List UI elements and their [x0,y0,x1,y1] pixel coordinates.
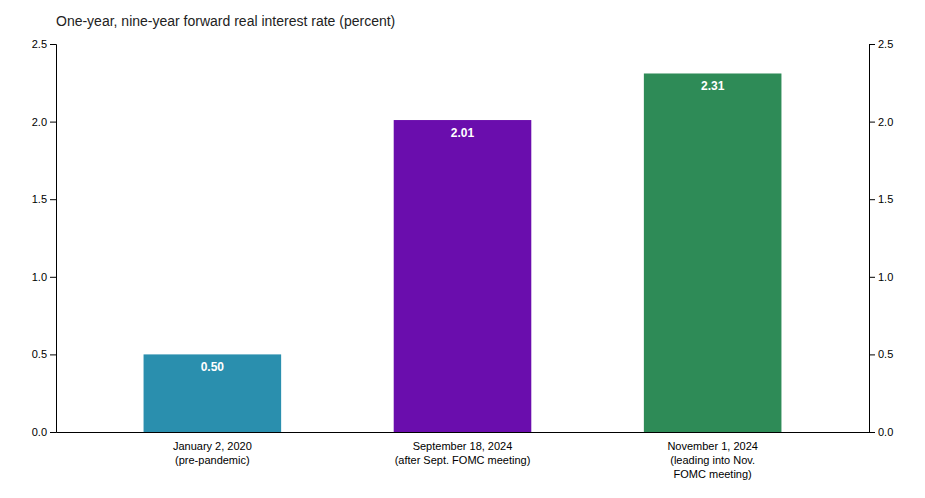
y2-tick: 1.0 [869,271,893,283]
y-tick: 0.0 [32,426,56,438]
x-axis-line [57,432,870,433]
y-axis-line [50,45,57,433]
x-tick: September 18, 2024(after Sept. FOMC meet… [395,440,531,466]
y-axis: 0.0 0.5 1.0 1.5 2.0 2.5 [32,38,57,438]
title: One-year, nine-year forward real interes… [56,13,395,29]
y-tick: 1.0 [32,271,56,283]
y2-axis: 0.0 0.5 1.0 1.5 2.0 2.5 [869,38,893,438]
y-tick-mark [50,199,56,200]
y2-tick-mark [869,432,875,433]
x-tick: January 2, 2020(pre-pandemic) [173,440,252,466]
y2-tick-label: 2.5 [878,38,893,50]
y2-tick-label: 0.0 [878,426,893,438]
plot-area: 0.0 0.5 1.0 1.5 2.0 2.5 0.0 0.5 1.0 1.5 2.0 2.5 Janu… [32,38,894,480]
data-labels: 0.50 2.01 2.31 [201,79,725,374]
bars [144,73,782,432]
y2-tick-label: 1.0 [878,271,893,283]
y-tick-mark [50,432,56,433]
y2-tick: 2.5 [869,38,893,50]
y2-tick-mark [869,122,875,123]
y-tick-mark [50,277,56,278]
bar [644,73,782,432]
y2-tick: 1.5 [869,193,893,205]
y2-tick-mark [869,354,875,355]
x-tick-label: January 2, 2020(pre-pandemic) [173,440,252,466]
y2-axis-line [870,45,876,433]
y2-tick-mark [869,277,875,278]
y-tick-label: 2.5 [32,38,47,50]
y-tick: 2.5 [32,38,56,50]
y2-tick: 0.0 [869,426,893,438]
y2-tick: 0.5 [869,348,893,360]
x-tick-label: September 18, 2024(after Sept. FOMC meet… [395,440,531,466]
y2-tick-mark [869,44,875,45]
y-tick-label: 2.0 [32,116,47,128]
y-tick-mark [50,354,56,355]
x-axis: January 2, 2020(pre-pandemic) September 1… [57,433,870,481]
y-tick-label: 1.0 [32,271,47,283]
y-tick: 2.0 [32,116,56,128]
y-tick-label: 0.5 [32,348,47,360]
y-tick-mark [50,44,56,45]
chart: 0.0 0.5 1.0 1.5 2.0 2.5 0.0 0.5 1.0 1.5 2.0 2.5 Janu… [0,0,925,498]
y2-tick-label: 2.0 [878,116,893,128]
y-tick-label: 0.0 [32,426,47,438]
y-tick-mark [50,122,56,123]
y-tick: 0.5 [32,348,56,360]
bar [144,354,282,432]
x-tick-label: November 1, 2024(leading into Nov.FOMC m… [667,440,758,481]
data-label: 2.01 [451,126,475,140]
bar [394,120,532,432]
y2-tick-mark [869,199,875,200]
y2-tick: 2.0 [869,116,893,128]
x-tick: November 1, 2024(leading into Nov.FOMC m… [667,440,758,481]
y-tick: 1.5 [32,193,56,205]
y2-tick-label: 0.5 [878,348,893,360]
data-label: 0.50 [201,360,225,374]
data-label: 2.31 [701,79,725,93]
y-tick-label: 1.5 [32,193,47,205]
y2-tick-label: 1.5 [878,193,893,205]
